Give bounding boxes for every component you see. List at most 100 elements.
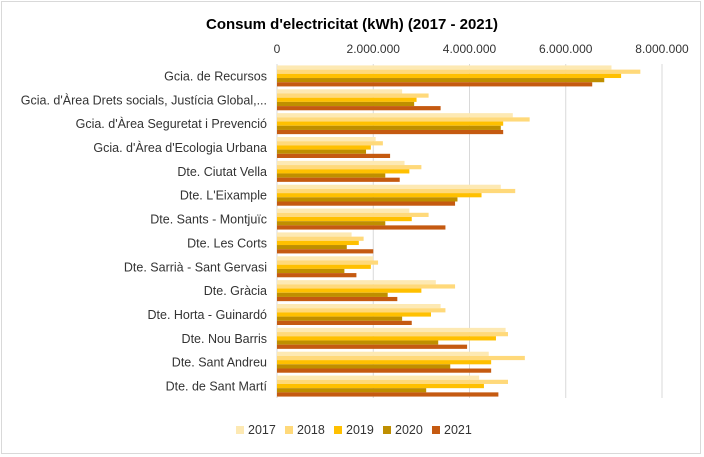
category-label: Dte. Horta - Guinardó [148,308,268,322]
bar-2019 [277,169,410,174]
category-label: Dte. L'Eixample [180,189,267,203]
x-tick-label: 8.000.000 [635,42,689,56]
chart-title: Consum d'electricitat (kWh) (2017 - 2021… [206,16,498,33]
bar-2017 [277,184,501,189]
legend-label: 2017 [248,423,276,437]
x-tick-label: 0 [274,42,281,56]
x-tick-label: 2.000.000 [347,42,401,56]
legend-swatch-2020 [383,426,391,434]
x-tick-label: 4.000.000 [443,42,497,56]
bar-2019 [277,336,496,341]
bar-2020 [277,173,386,178]
category-label: Dte. Gràcia [204,284,267,298]
bar-2021 [277,368,492,373]
bar-2017 [277,280,436,285]
bar-2018 [277,212,429,217]
bar-2019 [277,73,622,79]
bar-2020 [277,221,386,226]
bar-2018 [277,355,525,361]
bar-2019 [277,240,359,246]
category-label: Dte. Sants - Montjuïc [150,213,267,227]
bar-2017 [277,160,405,166]
bar-2021 [277,106,441,111]
bar-2021 [277,82,593,87]
bar-2021 [277,392,499,397]
legend-label: 2020 [395,423,423,437]
bar-2019 [277,216,412,222]
category-label: Dte. de Sant Martí [166,380,268,394]
bar-2018 [277,93,429,98]
bar-2021 [277,320,412,325]
legend-label: 2019 [346,423,374,437]
bar-2019 [277,264,371,269]
category-label: Dte. Sarrià - Sant Gervasi [124,260,267,274]
legend: 2017 2018 2019 2020 2021 [236,423,472,437]
bar-2018 [277,332,508,337]
bar-2019 [277,145,371,150]
bar-2020 [277,340,439,345]
category-label: Dte. Sant Andreu [172,356,267,370]
legend-swatch-2021 [432,426,440,434]
bar-2019 [277,383,484,389]
category-label: Dte. Les Corts [187,236,267,250]
bar-2017 [277,65,612,70]
bar-2018 [277,379,508,384]
bar-2020 [277,292,388,297]
bar-2021 [277,177,400,182]
legend-swatch-2018 [285,426,293,434]
bar-2017 [277,304,441,309]
bar-2018 [277,165,422,170]
bar-2021 [277,129,504,135]
bar-2020 [277,101,415,107]
bar-2017 [277,256,374,261]
bar-2021 [277,344,468,349]
bar-2018 [277,69,641,74]
bar-2019 [277,360,492,365]
bar-2020 [277,197,458,202]
bar-2020 [277,245,347,250]
x-axis-ticks: 0 2.000.000 4.000.000 6.000.000 8.000.000 [274,42,689,56]
legend-swatch-2017 [236,426,244,434]
bar-2021 [277,153,391,158]
bar-2020 [277,364,451,369]
category-label: Gcia. d'Àrea Drets socials, Justícia Glo… [21,92,267,107]
bar-2017 [277,89,403,94]
category-label: Dte. Nou Barris [182,332,267,346]
bar-2020 [277,125,501,130]
legend-label: 2018 [297,423,325,437]
bar-2021 [277,225,446,230]
category-label: Gcia. d'Àrea d'Ecologia Urbana [93,140,267,155]
bar-2017 [277,351,489,356]
bar-2021 [277,201,456,206]
bar-2019 [277,193,482,198]
bar-2018 [277,141,383,146]
bar-2019 [277,288,422,293]
bar-2018 [277,117,530,122]
bar-2017 [277,137,376,142]
bar-2020 [277,78,605,83]
category-label: Dte. Ciutat Vella [177,165,267,179]
bar-2020 [277,388,427,393]
bar-2017 [277,327,506,333]
bar-2017 [277,208,410,213]
bar-2019 [277,97,417,102]
bar-2021 [277,273,357,278]
bar-2020 [277,268,345,274]
bar-2017 [277,232,352,237]
legend-swatch-2019 [334,426,342,434]
bar-2019 [277,121,504,126]
x-tick-label: 6.000.000 [539,42,593,56]
category-labels: Gcia. de Recursos Gcia. d'Àrea Drets soci… [21,69,268,393]
bar-2021 [277,249,374,254]
bars [277,65,641,397]
bar-2021 [277,296,398,302]
bar-2018 [277,260,379,265]
bar-2017 [277,375,480,380]
bar-2020 [277,149,367,154]
category-label: Gcia. de Recursos [164,69,267,83]
legend-label: 2021 [444,423,472,437]
bar-2018 [277,188,516,194]
category-label: Gcia. d'Àrea Seguretat i Prevenció [76,116,267,131]
bar-2020 [277,316,403,321]
